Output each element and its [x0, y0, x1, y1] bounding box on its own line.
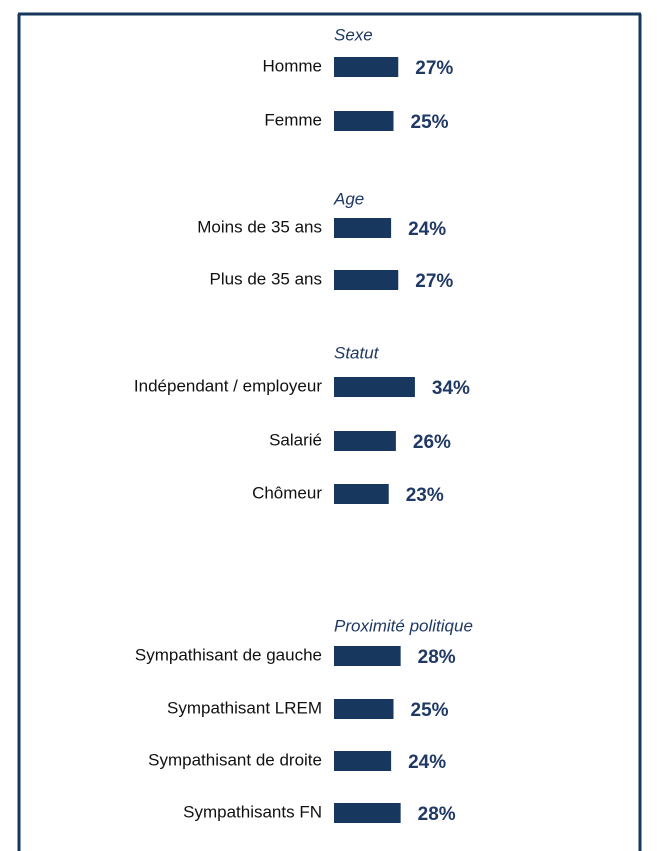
- group-label: Proximité politique: [334, 616, 473, 635]
- value-label: 28%: [418, 804, 456, 825]
- value-label: 27%: [415, 58, 453, 79]
- category-label: Indépendant / employeur: [134, 376, 322, 395]
- bar: [334, 111, 394, 131]
- bar: [334, 484, 389, 504]
- category-label: Chômeur: [252, 483, 322, 502]
- category-label: Sympathisants FN: [183, 802, 322, 821]
- group-label: Sexe: [334, 25, 373, 44]
- bar: [334, 803, 401, 823]
- value-label: 25%: [411, 700, 449, 721]
- bar: [334, 218, 392, 238]
- bar: [334, 699, 394, 719]
- group-label: Age: [333, 189, 364, 208]
- value-label: 27%: [415, 271, 453, 292]
- category-label: Plus de 35 ans: [210, 269, 322, 288]
- category-label: Moins de 35 ans: [197, 217, 322, 236]
- value-label: 34%: [432, 378, 470, 399]
- bar: [334, 270, 399, 290]
- value-label: 28%: [418, 647, 456, 668]
- category-label: Sympathisant de gauche: [135, 645, 322, 664]
- value-label: 25%: [411, 112, 449, 133]
- bar: [334, 646, 401, 666]
- category-label: Salarié: [269, 430, 322, 449]
- value-label: 24%: [408, 219, 446, 240]
- value-label: 26%: [413, 432, 451, 453]
- bar: [334, 377, 415, 397]
- bar: [334, 431, 396, 451]
- category-label: Homme: [262, 56, 322, 75]
- bar: [334, 57, 399, 77]
- bar: [334, 751, 392, 771]
- category-label: Femme: [264, 110, 322, 129]
- group-label: Statut: [334, 343, 380, 362]
- category-label: Sympathisant de droite: [148, 750, 322, 769]
- value-label: 23%: [406, 485, 444, 506]
- category-label: Sympathisant LREM: [167, 698, 322, 717]
- value-label: 24%: [408, 752, 446, 773]
